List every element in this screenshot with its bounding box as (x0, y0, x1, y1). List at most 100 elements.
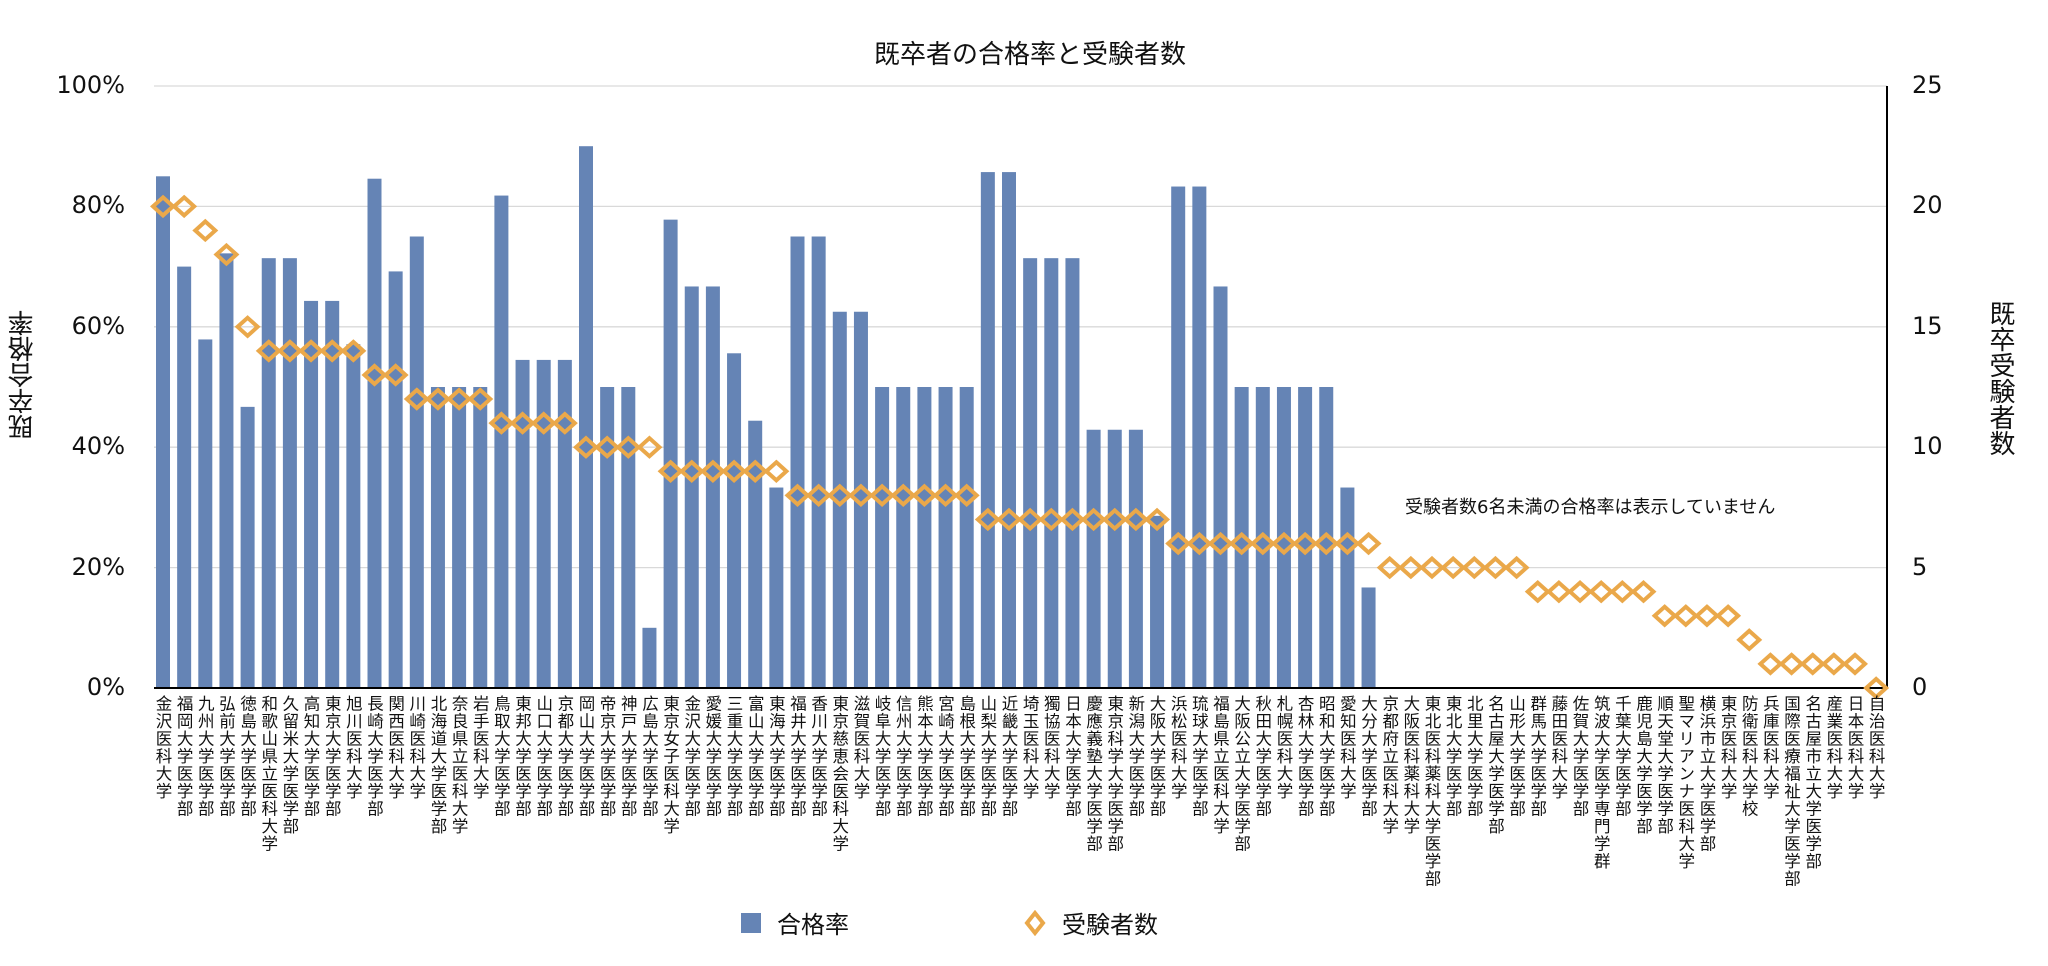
x-tick-label: 群馬大学医学部 (1527, 695, 1547, 818)
count-marker (1524, 579, 1551, 604)
left-tick-label: 20% (71, 552, 125, 581)
bar (346, 344, 361, 688)
x-tick-label: 東京女子医科大学 (660, 695, 680, 835)
bar (515, 359, 530, 688)
x-tick-label: 横浜市立大学医学部 (1696, 695, 1716, 853)
count-marker (1376, 555, 1403, 580)
bar (790, 236, 805, 688)
x-tick-label: 日本医科大学 (1845, 695, 1864, 800)
legend-square-icon (741, 912, 761, 933)
x-tick-label: 和歌山県立医科大学 (258, 695, 278, 853)
x-tick-label: 高知大学医学部 (301, 695, 321, 818)
x-tick-label: 東京大学医学部 (322, 695, 342, 818)
x-tick-label: 秋田大学医学部 (1252, 695, 1272, 818)
bar (684, 286, 699, 688)
x-tick-label: 浜松医科大学 (1168, 695, 1188, 800)
x-tick-label: 昭和大学医学部 (1316, 695, 1336, 818)
x-tick-label: 奈良県立医科大学 (449, 695, 469, 835)
x-tick-label: 愛知医科大学 (1337, 695, 1357, 800)
count-marker (1292, 531, 1319, 556)
count-marker (1863, 676, 1890, 700)
x-tick-label: 徳島大学医学部 (237, 695, 257, 818)
bar (1234, 387, 1249, 688)
count-marker (1715, 604, 1742, 628)
count-marker (1080, 507, 1107, 532)
x-tick-label: 京都府立医科大学 (1379, 695, 1399, 835)
x-tick-label: 慶應義塾大学医学部 (1083, 695, 1103, 853)
count-marker (1249, 531, 1276, 556)
count-marker (530, 411, 557, 435)
bar (663, 219, 678, 689)
bar (261, 258, 276, 688)
count-marker (1419, 555, 1445, 580)
count-marker (1820, 652, 1847, 676)
bar (1107, 429, 1122, 688)
bar (367, 178, 382, 688)
x-tick-label: 東京医科大学 (1718, 695, 1738, 800)
x-tick-label: 三重大学医学部 (724, 695, 744, 818)
count-marker (742, 459, 769, 483)
bar (1319, 387, 1334, 688)
x-tick-label: 防衛医科大学校 (1739, 695, 1759, 818)
count-marker (1228, 531, 1255, 556)
x-tick-label: 宮崎大学医学部 (935, 695, 955, 818)
x-tick-label: 金沢医科大学 (153, 695, 172, 800)
count-marker (255, 339, 282, 363)
bar (473, 387, 488, 688)
x-tick-label: 岐阜大学医学部 (872, 695, 892, 818)
count-marker (1270, 531, 1297, 556)
bar (748, 420, 763, 688)
bar (409, 236, 424, 688)
x-tick-label: 川崎医科大学 (406, 695, 426, 800)
x-tick-label: 東北大学医学部 (1443, 695, 1463, 818)
count-marker (953, 483, 980, 508)
x-tick-label: 埼玉医科大学 (1020, 695, 1040, 800)
chart-title: 既卒者の合格率と受験者数 (873, 40, 1186, 70)
x-tick-label: 大阪大学医学部 (1147, 695, 1167, 818)
x-tick-label: 筑波大学医学専門学群 (1591, 695, 1611, 870)
x-tick-label: 新潟大学医学部 (1125, 695, 1145, 818)
x-tick-label: 広島大学医学部 (639, 695, 659, 818)
right-tick-label: 5 (1912, 552, 1928, 581)
left-tick-label: 80% (71, 191, 125, 220)
bar (896, 387, 911, 688)
x-tick-label: 藤田医科大学 (1548, 695, 1568, 800)
count-marker (657, 459, 684, 483)
x-tick-label: 金沢大学医学部 (681, 695, 701, 818)
x-tick-label: 滋賀医科大学 (850, 695, 870, 800)
right-axis-label: 既卒受験者数 (1985, 300, 2015, 456)
x-tick-label: 弘前大学医学部 (216, 695, 236, 818)
left-tick-label: 100% (56, 71, 125, 99)
bar (452, 387, 467, 688)
bar (1171, 186, 1186, 688)
count-marker (573, 435, 599, 459)
bar (642, 627, 657, 688)
bar (1150, 515, 1165, 688)
x-tick-label: 国際医療福祉大学医学部 (1781, 695, 1801, 888)
left-axis-label: 既卒合格率 (8, 310, 38, 440)
count-marker (890, 483, 917, 508)
count-marker (382, 363, 409, 387)
count-marker (276, 339, 303, 363)
count-marker (763, 459, 790, 483)
x-tick-label: 北里大学医学部 (1464, 695, 1484, 818)
bar (938, 387, 953, 688)
x-tick-label: 長崎大学医学部 (364, 695, 384, 818)
count-marker (805, 483, 832, 508)
count-marker (1334, 531, 1361, 556)
bar (304, 300, 319, 688)
right-tick-label: 25 (1912, 71, 1943, 99)
right-tick-label: 20 (1912, 191, 1943, 220)
left-tick-label: 0% (86, 673, 125, 701)
bar (388, 271, 403, 688)
bar (156, 176, 170, 689)
count-marker (424, 387, 451, 411)
x-tick-label: 山梨大学医学部 (977, 695, 997, 818)
count-marker (1736, 628, 1763, 652)
x-tick-label: 東京科学大学医学部 (1104, 695, 1124, 853)
bar (1298, 387, 1313, 688)
x-tick-label: 鳥取大学医学部 (491, 695, 511, 818)
count-marker (551, 411, 578, 435)
count-marker (1588, 579, 1615, 604)
